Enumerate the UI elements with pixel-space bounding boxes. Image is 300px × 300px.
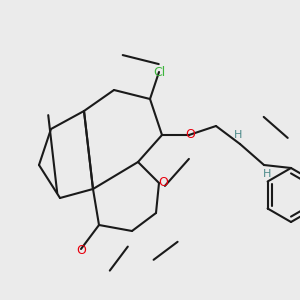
Text: O: O bbox=[186, 128, 195, 142]
Text: O: O bbox=[76, 244, 86, 257]
Text: O: O bbox=[159, 176, 168, 190]
Text: H: H bbox=[263, 169, 271, 179]
Text: H: H bbox=[234, 130, 243, 140]
Text: Cl: Cl bbox=[153, 65, 165, 79]
